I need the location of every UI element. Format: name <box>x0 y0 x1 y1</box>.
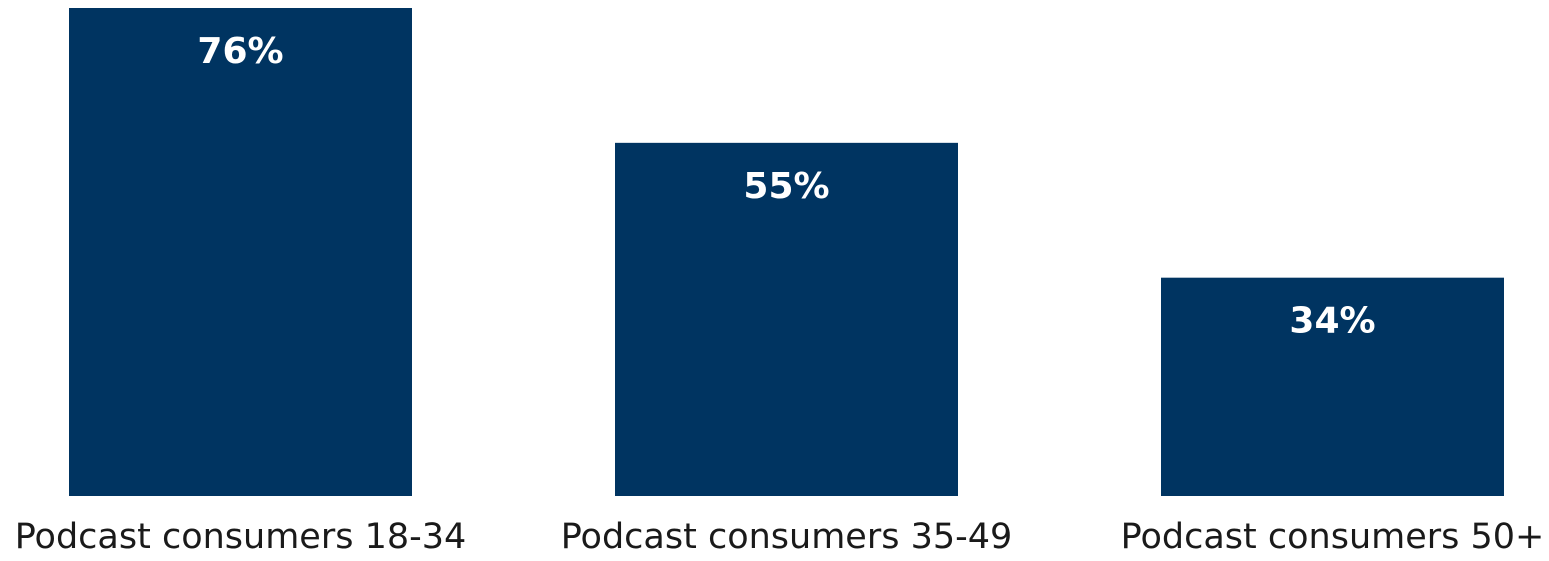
bar-value-label-2: 55% <box>743 166 829 207</box>
bar-value-label-3: 34% <box>1289 301 1375 342</box>
category-label-2: Podcast consumers 35-49 <box>561 517 1013 557</box>
category-labels-group: Podcast consumers 18-34 Podcast consumers… <box>15 517 1545 557</box>
category-label-1: Podcast consumers 18-34 <box>15 517 467 557</box>
value-labels-group: 76% 55% 34% <box>197 31 1375 342</box>
bar-2 <box>615 142 958 496</box>
bar-1 <box>69 8 412 496</box>
bars-group <box>69 8 1504 496</box>
category-label-3: Podcast consumers 50+ <box>1121 517 1545 557</box>
bar-3 <box>1161 277 1504 496</box>
bar-value-label-1: 76% <box>197 31 283 72</box>
